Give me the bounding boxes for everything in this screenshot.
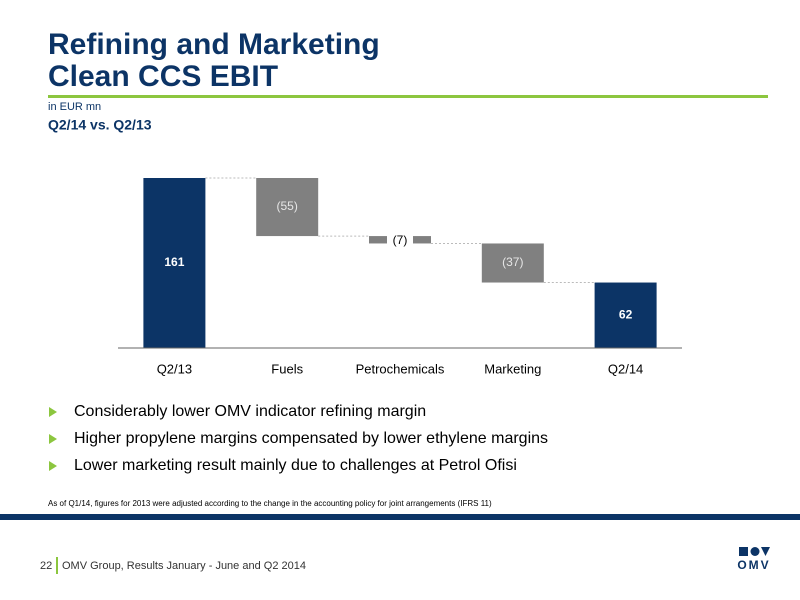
value-label: (55): [277, 199, 298, 213]
bullet-list: Considerably lower OMV indicator refinin…: [49, 403, 548, 474]
subtitle: Q2/14 vs. Q2/13: [48, 117, 152, 133]
bullet-text: Considerably lower OMV indicator refinin…: [74, 403, 426, 420]
x-tick-label: Petrochemicals: [356, 361, 445, 376]
footnote: As of Q1/14, figures for 2013 were adjus…: [48, 499, 492, 508]
value-label: 62: [619, 307, 633, 321]
logo: OMV: [737, 547, 770, 572]
bullet-marker: [49, 434, 57, 444]
page-number: 22: [40, 560, 52, 572]
bullet-marker: [49, 407, 57, 417]
x-tick-label: Q2/14: [608, 361, 643, 376]
value-label: (7): [393, 233, 408, 247]
bar: [594, 282, 657, 348]
footer-band: [0, 514, 800, 520]
logo-mark: [761, 547, 770, 556]
logo-mark: [739, 547, 748, 556]
label-backdrop: [387, 231, 413, 248]
title-line: Refining and Marketing: [48, 28, 380, 61]
logo-text: OMV: [737, 558, 770, 572]
footer-separator: [56, 557, 58, 574]
chart: 161 Q2/13 (55) Fuels (7) Petrochemicals (37) Ma…: [118, 177, 682, 376]
unit-label: in EUR mn: [48, 101, 101, 113]
value-label: (37): [502, 255, 523, 269]
value-label: 161: [164, 255, 184, 269]
bullet-text: Higher propylene margins compensated by …: [74, 430, 548, 447]
bullet-text: Lower marketing result mainly due to cha…: [74, 457, 517, 474]
logo-mark: [750, 547, 760, 556]
x-tick-label: Fuels: [271, 361, 303, 376]
bar: [143, 178, 206, 348]
title-rule: [48, 95, 768, 98]
bullet-marker: [49, 461, 57, 471]
title-line: Clean CCS EBIT: [48, 60, 278, 93]
bar: [256, 178, 319, 237]
x-tick-label: Marketing: [484, 361, 541, 376]
x-tick-label: Q2/13: [157, 361, 192, 376]
bar: [481, 243, 544, 283]
footer-text: OMV Group, Results January - June and Q2…: [62, 560, 306, 572]
